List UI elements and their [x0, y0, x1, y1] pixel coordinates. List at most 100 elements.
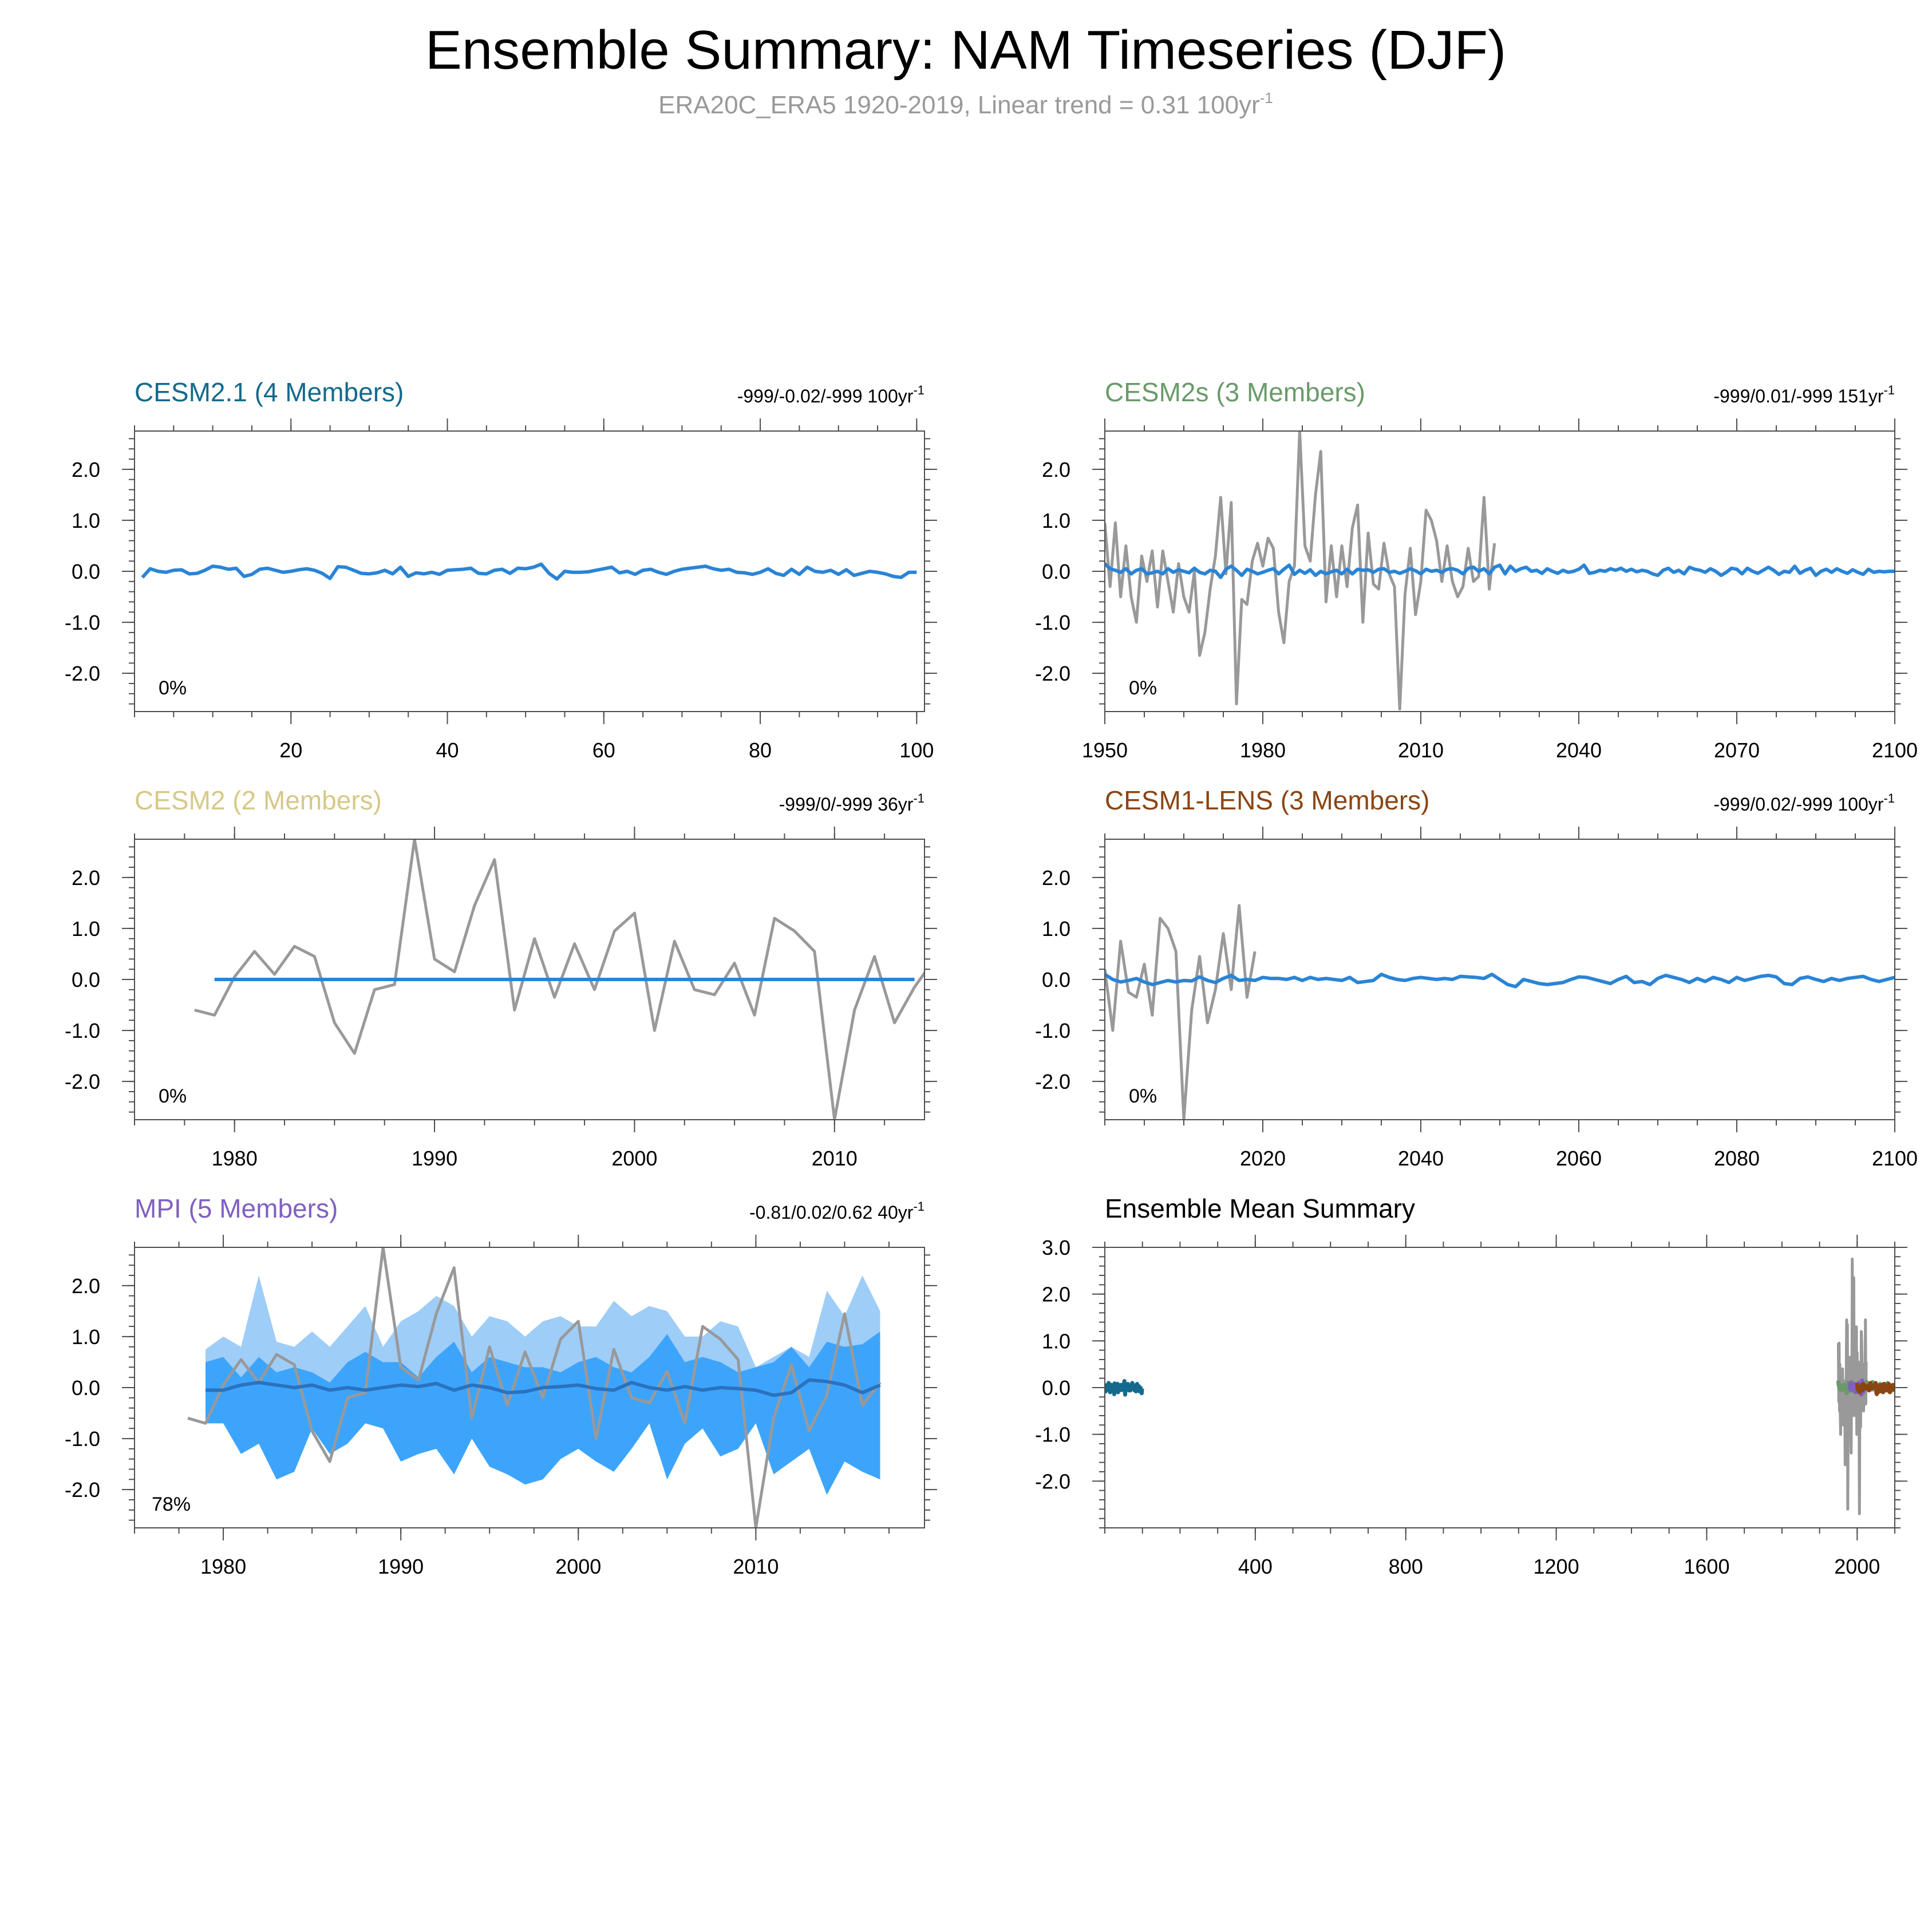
y-tick-label: -2.0: [65, 1070, 100, 1093]
plot-area: [194, 839, 924, 1120]
x-tick-label: 2010: [812, 1147, 858, 1170]
x-tick-label: 2060: [1556, 1147, 1602, 1170]
panel-cesm2s: 2.0 1.0 0.0 -1.0 -2.0 1950 1980 2010 2040 2070 210…: [1035, 377, 1918, 762]
x-tick-label: 100: [899, 738, 934, 762]
panel-trend: -999/0/-999 36yr-1: [779, 791, 924, 815]
x-tick-label: 2070: [1714, 738, 1760, 762]
series-ensemble-mean: [141, 562, 917, 581]
x-tick-label: 2100: [1872, 738, 1918, 762]
y-tick-label: 2.0: [1042, 866, 1070, 890]
x-tick-label: 2000: [555, 1555, 601, 1578]
x-tick-label: 2010: [1398, 738, 1444, 762]
x-tick-label: 1990: [378, 1555, 424, 1578]
x-tick-label: 80: [749, 738, 772, 762]
series-observations: [1105, 431, 1496, 711]
panel-percent: 0%: [159, 677, 187, 699]
y-tick-label: 1.0: [1042, 1329, 1070, 1353]
y-tick-label: 2.0: [72, 866, 100, 890]
y-tick-label: 2.0: [72, 1274, 100, 1298]
plot-area: [1105, 904, 1895, 1120]
x-tick-label: 2010: [733, 1555, 779, 1578]
plot-frame: [1104, 1247, 1895, 1528]
y-tick-label: 1.0: [72, 1325, 100, 1349]
panel-title: CESM2s (3 Members): [1105, 377, 1365, 407]
x-tick-label: 2080: [1714, 1147, 1760, 1170]
y-tick-label: -2.0: [1035, 662, 1070, 685]
x-tick-label: 2040: [1398, 1147, 1444, 1170]
trend-text: -999/0/-999 36yr: [779, 794, 914, 815]
y-tick-label: -1.0: [1035, 1423, 1070, 1447]
x-tick-label: 2000: [1834, 1555, 1880, 1578]
plot-area: [1105, 431, 1895, 711]
trend-superscript: -1: [913, 791, 924, 805]
series-observations: [1836, 1257, 1868, 1515]
page-subtitle: ERA20C_ERA5 1920-2019, Linear trend = 0.…: [658, 89, 1273, 119]
x-tick-label: 800: [1389, 1555, 1423, 1578]
y-tick-label: -1.0: [1035, 611, 1070, 634]
x-tick-label: 2040: [1556, 738, 1602, 762]
series-cesm1lens: [1855, 1381, 1895, 1396]
band-inner: [206, 1332, 880, 1495]
panel-title: CESM2 (2 Members): [135, 785, 382, 815]
series-observations: [1105, 904, 1257, 1120]
y-tick-label: 2.0: [72, 458, 100, 481]
series-ensemble-mean: [1105, 973, 1895, 989]
x-tick-label: 1980: [1240, 738, 1286, 762]
x-tick-label: 20: [279, 738, 302, 762]
y-tick-label: 0.0: [72, 560, 100, 583]
panel-trend: -0.81/0.02/0.62 40yr-1: [749, 1199, 924, 1223]
y-tick-label: -1.0: [65, 611, 100, 634]
x-tick-label: 2000: [611, 1147, 657, 1170]
subtitle-superscript: -1: [1260, 89, 1273, 106]
y-tick-label: 1.0: [72, 509, 100, 532]
trend-superscript: -1: [1883, 383, 1895, 397]
trend-superscript: -1: [1883, 791, 1895, 805]
y-tick-label: 0.0: [1042, 560, 1070, 583]
panel-percent: 0%: [1129, 677, 1157, 699]
trend-superscript: -1: [913, 383, 924, 397]
plot-area: [141, 562, 917, 581]
x-tick-label: 400: [1238, 1555, 1273, 1578]
panel-cesm1lens: 2.0 1.0 0.0 -1.0 -2.0 2020 2040 2060 2080 2100 CES…: [1035, 785, 1918, 1170]
x-tick-label: 1990: [412, 1147, 457, 1170]
x-tick-label: 2020: [1240, 1147, 1286, 1170]
y-tick-label: 1.0: [1042, 917, 1070, 941]
series-cesm21: [1105, 1379, 1144, 1397]
y-tick-label: 0.0: [1042, 1376, 1070, 1400]
panel-summary: 3.0 2.0 1.0 0.0 -1.0 -2.0 400 800 1200 1600 2000 En…: [1035, 1194, 1907, 1578]
panel-percent: 78%: [152, 1494, 191, 1515]
y-tick-label: 3.0: [1042, 1236, 1070, 1259]
x-tick-label: 60: [592, 738, 615, 762]
x-tick-label: 2100: [1872, 1147, 1918, 1170]
x-tick-label: 1600: [1684, 1555, 1729, 1578]
y-tick-label: 0.0: [1042, 968, 1070, 991]
y-tick-label: 0.0: [72, 968, 100, 991]
trend-text: -999/0.01/-999 151yr: [1713, 386, 1883, 406]
panel-cesm2: 2.0 1.0 0.0 -1.0 -2.0 1980 1990 2000 2010 CESM2 (…: [65, 785, 937, 1170]
subtitle-text: ERA20C_ERA5 1920-2019, Linear trend = 0.…: [658, 91, 1260, 119]
plot-frame: [134, 430, 925, 712]
y-tick-label: 2.0: [1042, 458, 1070, 481]
x-tick-label: 1980: [200, 1555, 246, 1578]
x-tick-label: 1950: [1082, 738, 1128, 762]
trend-text: -999/-0.02/-999 100yr: [737, 386, 914, 406]
panel-percent: 0%: [159, 1085, 187, 1107]
trend-text: -0.81/0.02/0.62 40yr: [749, 1202, 914, 1223]
y-tick-label: 0.0: [72, 1376, 100, 1400]
panel-trend: -999/0.01/-999 151yr-1: [1713, 383, 1895, 406]
y-tick-label: 2.0: [1042, 1283, 1070, 1306]
y-tick-label: -1.0: [65, 1019, 100, 1042]
panel-percent: 0%: [1129, 1085, 1157, 1107]
y-tick-label: -2.0: [1035, 1469, 1070, 1493]
x-tick-label: 40: [436, 738, 459, 762]
panel-mpi: 2.0 1.0 0.0 -1.0 -2.0 1980 1990 2000 2010 MPI (5 …: [65, 1194, 937, 1578]
trend-text: -999/0.02/-999 100yr: [1713, 794, 1883, 815]
panel-trend: -999/0.02/-999 100yr-1: [1713, 791, 1895, 815]
trend-superscript: -1: [913, 1199, 924, 1214]
y-tick-label: 1.0: [72, 917, 100, 941]
panel-cesm21: 2.0 1.0 0.0 -1.0 -2.0 20 40 60 80 100 CESM2.1 (4 M…: [65, 377, 937, 762]
y-tick-label: -2.0: [1035, 1070, 1070, 1093]
y-tick-label: -1.0: [1035, 1019, 1070, 1042]
